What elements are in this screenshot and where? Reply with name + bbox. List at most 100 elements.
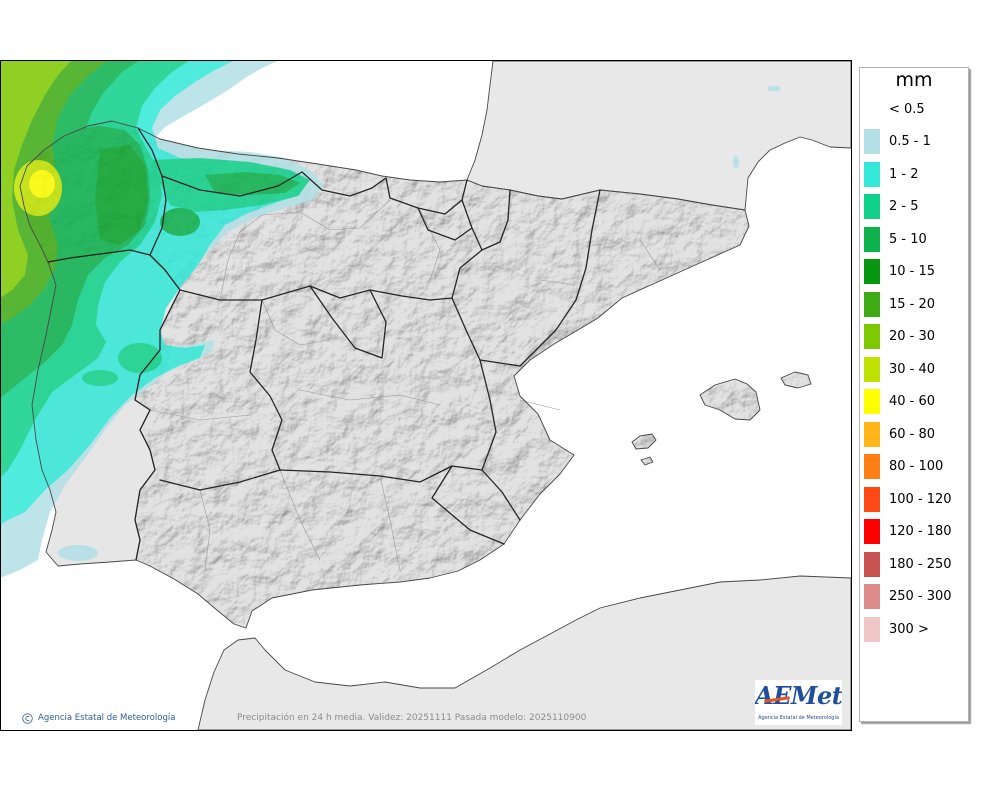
credit-text: Agencia Estatal de Meteorología <box>38 713 176 723</box>
legend-label: 300 > <box>889 621 929 637</box>
precip-area-40-60 <box>29 170 55 198</box>
province-border <box>379 475 401 571</box>
precip-area-0-5-1 <box>733 156 739 168</box>
legend-label: < 0.5 <box>889 101 925 117</box>
legend-label: 20 - 30 <box>889 329 936 345</box>
region-border <box>539 189 601 347</box>
province-border <box>199 489 211 571</box>
legend-item: 1 - 2 <box>860 158 968 191</box>
legend-swatch <box>864 356 880 382</box>
province-border <box>279 469 321 561</box>
legend-label: 80 - 100 <box>889 459 944 475</box>
legend-label: 40 - 60 <box>889 394 936 410</box>
legend-swatch <box>864 324 880 350</box>
legend-label: 10 - 15 <box>889 264 936 280</box>
province-borders <box>149 199 661 571</box>
legend-item: 5 - 10 <box>860 223 968 256</box>
legend-title: mm <box>895 69 933 91</box>
logo-subtitle: Agencia Estatal de Meteorología <box>758 715 839 721</box>
region-border <box>479 359 497 471</box>
legend-item: 20 - 30 <box>860 321 968 354</box>
legend-item: 10 - 15 <box>860 256 968 289</box>
region-border <box>451 249 541 367</box>
province-border <box>261 299 331 346</box>
logo-wordmark: AEMet <box>755 681 842 710</box>
legend-label: 2 - 5 <box>889 199 919 215</box>
legend-swatch <box>864 616 880 642</box>
legend-item: < 0.5 <box>860 93 968 126</box>
legend-swatch <box>864 421 880 447</box>
legend-item: 0.5 - 1 <box>860 126 968 159</box>
region-border <box>417 207 473 241</box>
legend-swatch <box>864 259 880 285</box>
legend-label: 0.5 - 1 <box>889 134 931 150</box>
border-spain-portugal <box>47 249 181 561</box>
province-border <box>519 399 561 411</box>
legend-swatch <box>864 551 880 577</box>
region-border <box>179 285 453 301</box>
precip-area-0-5-1 <box>58 545 98 561</box>
precip-area-0-5-1 <box>768 86 780 91</box>
legend-swatch <box>864 584 880 610</box>
region-border <box>385 177 468 215</box>
legend-label: 60 - 80 <box>889 426 936 442</box>
legend-swatch <box>864 291 880 317</box>
legend-swatch <box>864 226 880 252</box>
legend-swatch <box>864 389 880 415</box>
province-border <box>639 239 661 271</box>
precip-area-2-5 <box>82 370 118 386</box>
map-credit: Agencia Estatal de Meteorología <box>22 712 175 724</box>
precipitation-overlay <box>1 61 780 578</box>
legend-swatch <box>864 519 880 545</box>
legend-item: 40 - 60 <box>860 386 968 419</box>
region-border <box>161 171 303 197</box>
region-border <box>301 171 387 197</box>
legend-label: 180 - 250 <box>889 556 952 572</box>
region-border <box>159 465 483 491</box>
legend-label: 5 - 10 <box>889 231 927 247</box>
legend-swatch <box>864 96 880 122</box>
aemet-logo: AEMet Agencia Estatal de Meteorología <box>755 680 842 725</box>
province-border <box>219 199 391 301</box>
legend-item: 300 > <box>860 613 968 646</box>
legend-item: 80 - 100 <box>860 451 968 484</box>
legend-item: 100 - 120 <box>860 483 968 516</box>
legend-item: 30 - 40 <box>860 353 968 386</box>
precipitation-map <box>0 60 852 731</box>
precip-area-5-10 <box>205 172 300 195</box>
province-border <box>419 209 441 281</box>
precip-area-2-5 <box>118 343 162 373</box>
legend-item: 2 - 5 <box>860 191 968 224</box>
region-border <box>431 465 505 545</box>
legend-label: 15 - 20 <box>889 296 936 312</box>
map-canvas <box>1 61 851 730</box>
legend-item: 250 - 300 <box>860 581 968 614</box>
map-caption: Precipitación en 24 h media. Validez: 20… <box>237 713 587 723</box>
legend-swatch <box>864 454 880 480</box>
legend-label: 100 - 120 <box>889 491 952 507</box>
legend-panel: mm < 0.5 0.5 - 1 1 - 2 2 - 5 5 - 10 10 -… <box>859 67 969 722</box>
legend-label: 120 - 180 <box>889 524 952 540</box>
legend-swatch <box>864 486 880 512</box>
legend-swatch <box>864 129 880 155</box>
region-border <box>137 127 167 256</box>
legend-swatch <box>864 161 880 187</box>
precip-area-5-10 <box>160 208 200 236</box>
precip-area-10-15 <box>95 145 148 245</box>
copyright-icon <box>22 712 33 724</box>
legend-list: < 0.5 0.5 - 1 1 - 2 2 - 5 5 - 10 10 - 15… <box>860 93 968 646</box>
legend-item: 15 - 20 <box>860 288 968 321</box>
region-border <box>461 189 511 251</box>
province-border <box>149 409 251 421</box>
region-borders <box>47 127 601 561</box>
legend-item: 180 - 250 <box>860 548 968 581</box>
region-border <box>481 469 521 521</box>
legend-label: 250 - 300 <box>889 589 952 605</box>
region-border <box>309 285 387 359</box>
province-border <box>299 389 441 406</box>
legend-item: 120 - 180 <box>860 516 968 549</box>
legend-item: 60 - 80 <box>860 418 968 451</box>
province-border <box>539 279 576 286</box>
legend-label: 30 - 40 <box>889 361 936 377</box>
precip-area-20-30 <box>1 61 72 298</box>
